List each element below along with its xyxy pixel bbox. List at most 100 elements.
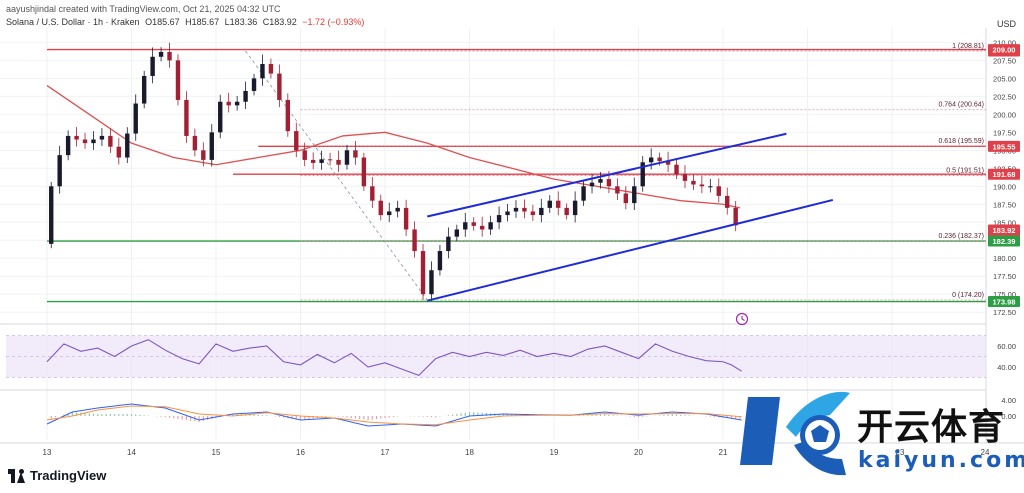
candle-body bbox=[564, 207, 569, 216]
candle-body bbox=[657, 157, 662, 162]
brand-name: 开云体育 bbox=[857, 407, 1006, 448]
candle-body bbox=[125, 133, 130, 158]
price-tick-label: 210.00 bbox=[993, 38, 1016, 47]
moving-average-line bbox=[46, 85, 741, 209]
candle-body bbox=[488, 222, 493, 230]
candle-body bbox=[57, 155, 62, 187]
candle-body bbox=[65, 135, 71, 156]
candle-body bbox=[378, 200, 383, 216]
candle-body bbox=[150, 56, 155, 76]
brand-url: kaiyun.com bbox=[858, 448, 1024, 473]
candle-body bbox=[733, 207, 738, 226]
candle-body bbox=[201, 150, 206, 160]
ohlc-close: C183.92 bbox=[262, 17, 297, 27]
candle-body bbox=[226, 101, 231, 106]
candle-body bbox=[285, 99, 291, 132]
tradingview-logo-text: TradingView bbox=[30, 468, 107, 483]
price-tick-label: 205.00 bbox=[993, 74, 1016, 83]
candle-body bbox=[479, 225, 485, 230]
candle-body bbox=[496, 215, 502, 223]
price-tick-label: 197.50 bbox=[993, 128, 1016, 137]
candle-body bbox=[572, 200, 578, 216]
candle-body bbox=[648, 157, 654, 163]
candle-body bbox=[403, 207, 409, 230]
tradingview-footer[interactable]: TradingView bbox=[8, 468, 106, 483]
candle-body bbox=[319, 159, 324, 163]
time-tick-label: 18 bbox=[465, 448, 474, 457]
price-tick-label: 190.00 bbox=[993, 182, 1016, 191]
candle-body bbox=[234, 101, 240, 106]
time-tick-label: 23 bbox=[896, 448, 905, 457]
candle-body bbox=[454, 229, 460, 237]
candle-body bbox=[344, 150, 350, 165]
candle-body bbox=[353, 150, 358, 158]
candle-body bbox=[141, 75, 147, 104]
candle-body bbox=[116, 146, 122, 158]
ohlc-open: O185.67 bbox=[145, 17, 180, 27]
channel-line bbox=[427, 198, 834, 302]
price-tag-label: 183.92 bbox=[993, 226, 1016, 235]
fib-trend-line bbox=[245, 50, 428, 301]
price-tag-label: 195.55 bbox=[993, 142, 1016, 151]
candle-body bbox=[158, 51, 164, 57]
price-change: −1.72 (−0.93%) bbox=[302, 17, 365, 27]
kaiyun-watermark-logo bbox=[740, 391, 850, 476]
candle-body bbox=[412, 229, 417, 252]
price-tick-label: 207.50 bbox=[993, 56, 1016, 65]
candle-body bbox=[463, 222, 468, 230]
candle-body bbox=[632, 186, 637, 204]
rsi-band bbox=[6, 335, 986, 378]
price-tag-label: 173.98 bbox=[993, 298, 1016, 307]
chart-attribution: aayushjindal created with TradingView.co… bbox=[6, 4, 281, 14]
candle-body bbox=[260, 63, 265, 79]
candle-body bbox=[192, 135, 198, 151]
candle-body bbox=[699, 184, 705, 187]
tradingview-logo-icon bbox=[8, 468, 26, 483]
macd-tick-label: 0.00 bbox=[1001, 412, 1016, 421]
candle-body bbox=[420, 251, 426, 295]
price-tag bbox=[988, 296, 1020, 308]
price-tag-label: 182.39 bbox=[993, 237, 1016, 246]
candle-body bbox=[522, 207, 527, 212]
candle-body bbox=[606, 179, 612, 187]
candle-body bbox=[691, 180, 696, 185]
candle-body bbox=[336, 159, 341, 165]
candle-body bbox=[708, 186, 713, 188]
replay-clock-icon bbox=[735, 312, 749, 326]
ohlc-low: L183.36 bbox=[224, 17, 258, 27]
time-tick-label: 13 bbox=[43, 448, 52, 457]
candle-body bbox=[302, 150, 307, 160]
rsi-line bbox=[46, 339, 742, 377]
candle-body bbox=[725, 195, 730, 208]
candle-body bbox=[539, 207, 544, 216]
candle-body bbox=[49, 186, 54, 244]
symbol-name[interactable]: Solana / U.S. Dollar · 1h · Kraken bbox=[6, 17, 140, 27]
candle-body bbox=[294, 131, 299, 151]
candle-body bbox=[513, 207, 519, 212]
candle-body bbox=[598, 179, 603, 183]
candle-body bbox=[175, 60, 181, 100]
fib-label: 0.764 (200.64) bbox=[938, 102, 984, 109]
rsi-tick-label: 40.00 bbox=[997, 363, 1016, 372]
candle-body bbox=[395, 207, 400, 212]
candle-body bbox=[589, 182, 595, 187]
candle-body bbox=[327, 159, 333, 161]
candle-body bbox=[387, 211, 392, 216]
fib-label: 0.236 (182.37) bbox=[938, 233, 984, 240]
price-tick-label: 200.00 bbox=[993, 110, 1016, 119]
price-tick-label: 202.50 bbox=[993, 92, 1016, 101]
time-tick-label: 14 bbox=[127, 448, 136, 457]
fib-label: 0.5 (191.51) bbox=[946, 167, 984, 174]
price-tag-label: 191.68 bbox=[993, 170, 1016, 179]
price-tick-label: 180.00 bbox=[993, 254, 1016, 263]
candle-body bbox=[446, 236, 451, 252]
currency-label: USD bbox=[996, 19, 1016, 29]
candle-body bbox=[615, 186, 620, 194]
candle-body bbox=[623, 193, 629, 204]
candle-body bbox=[437, 251, 443, 271]
candle-body bbox=[82, 139, 88, 144]
candle-body bbox=[361, 157, 367, 187]
price-tag bbox=[988, 140, 1020, 152]
macd-signal-line bbox=[46, 405, 742, 426]
